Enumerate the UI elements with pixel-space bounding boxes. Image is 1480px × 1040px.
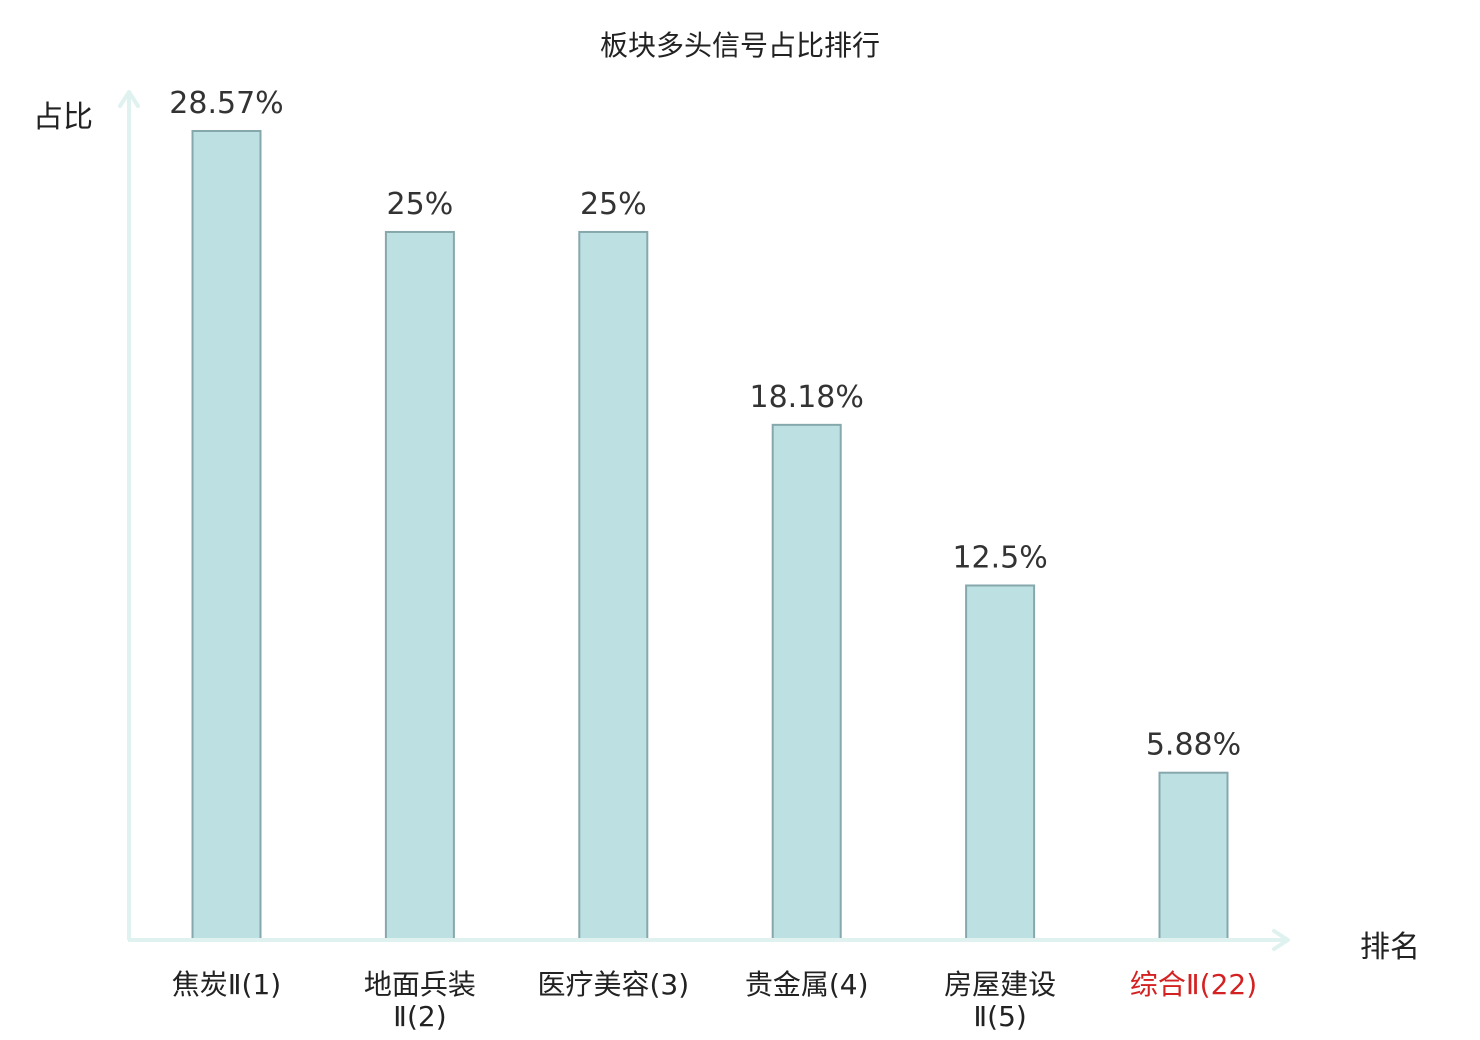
data-label: 12.5% — [952, 540, 1047, 575]
x-axis-arrow — [1272, 929, 1290, 951]
bar — [578, 230, 649, 940]
chart-title: 板块多头信号占比排行 — [599, 29, 880, 62]
data-label: 28.57% — [169, 86, 283, 121]
data-label: 5.88% — [1146, 728, 1241, 763]
x-axis-label: 排名 — [1360, 930, 1420, 965]
x-tick-label: 综合Ⅱ(22) — [1130, 968, 1257, 1001]
x-tick-label: 地面兵装 Ⅱ(2) — [364, 968, 476, 1033]
bar — [771, 423, 842, 941]
data-label: 25% — [387, 187, 454, 222]
data-label: 18.18% — [750, 380, 864, 415]
x-tick-label: 贵金属(4) — [745, 968, 869, 1001]
y-axis-label: 占比 — [33, 100, 93, 135]
x-tick-label: 房屋建设 Ⅱ(5) — [944, 968, 1056, 1033]
x-tick-label: 医疗美容(3) — [537, 968, 689, 1001]
bar — [965, 584, 1036, 940]
x-tick-label: 焦炭Ⅱ(1) — [172, 968, 281, 1001]
bar — [191, 130, 262, 940]
bar — [384, 230, 455, 940]
y-axis-arrow — [118, 90, 140, 108]
bar — [1158, 771, 1229, 940]
data-label: 25% — [580, 187, 647, 222]
